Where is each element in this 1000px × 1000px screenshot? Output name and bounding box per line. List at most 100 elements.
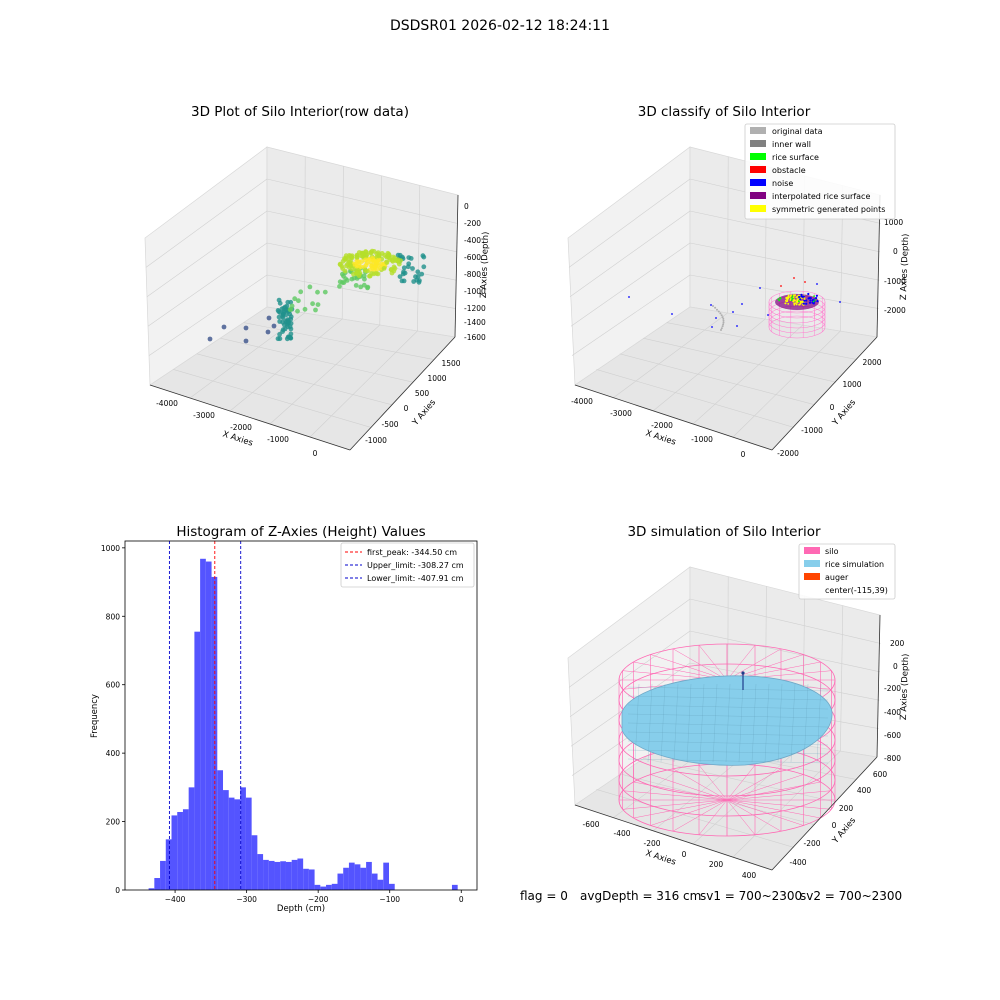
raw-data-title: 3D Plot of Silo Interior(row data) (191, 104, 409, 120)
simulation-z-tick: -400 (884, 708, 901, 717)
original-data-point (719, 312, 722, 315)
raw-data-pane-back (266, 146, 459, 338)
histogram-bar (383, 862, 389, 890)
noise-point (816, 300, 819, 303)
classify-3d-plot: 3D classify of Silo Interior -4000 -3000… (567, 104, 911, 459)
sv2-status: sv2 = 700~2300 (800, 889, 903, 903)
noise-point (803, 299, 806, 302)
classify-x-label: X Axies (644, 428, 677, 447)
simulation-legend: silo rice simulation auger center(-115,39) (798, 543, 896, 600)
symmetric-point (794, 294, 797, 296)
symmetric-point (793, 302, 796, 305)
raw-data-3d-plot: 3D Plot of Silo Interior(row data) -400 0… (144, 104, 491, 458)
raw-data-point (284, 307, 289, 313)
raw-data-point (243, 325, 249, 331)
simulation-title: 3D simulation of Silo Interior (627, 524, 821, 540)
raw-data-x-tick: 0 (313, 449, 318, 458)
simulation-y-tick: -200 (803, 839, 820, 848)
rice-surface-point (798, 300, 800, 303)
histogram-plot-frame (124, 540, 478, 891)
simulation-x-tick: 0 (682, 850, 687, 859)
silo-floor-spoke (633, 799, 728, 819)
rice-mesh-line (673, 683, 679, 763)
silo-floor-spoke (726, 799, 821, 819)
histogram-bar (297, 858, 304, 890)
simulation-z-tick: 0 (893, 662, 898, 671)
symmetric-point (794, 302, 797, 305)
silo-floor-spoke (672, 799, 728, 832)
histogram-bar (303, 868, 309, 890)
histogram-bar (165, 839, 172, 890)
raw-data-y-tick: 0 (404, 404, 409, 413)
simulation-3d-plot: 3D simulation of Silo Interior -600 -400… (567, 524, 911, 880)
simulation-x-tick: -200 (643, 839, 660, 848)
raw-data-point (277, 332, 282, 337)
classify-legend-label: interpolated rice surface (772, 192, 870, 201)
raw-data-x-tick: -2000 (230, 423, 252, 432)
raw-data-point (401, 278, 407, 284)
classify-legend-label: inner wall (772, 140, 811, 149)
histogram-bar (234, 799, 241, 890)
silo-floor-spoke (650, 774, 728, 801)
raw-data-point (354, 263, 360, 269)
silo-roof-spoke (726, 648, 782, 681)
classify-y-tick: 0 (830, 403, 835, 412)
classify-legend-swatch (750, 153, 766, 160)
histogram-bar (228, 797, 235, 890)
obstacle-point (804, 281, 806, 283)
noise-point (736, 325, 738, 327)
raw-data-z-tick: -400 (464, 236, 481, 245)
histogram-bar (366, 861, 372, 890)
raw-data-point (363, 252, 369, 257)
classify-z-axis: 1000 0 -1000 -2000 Z Axies (Depth) (876, 194, 911, 338)
raw-data-point (276, 297, 282, 303)
raw-data-point (359, 250, 365, 256)
histogram-bar (377, 879, 384, 890)
histogram-bar (389, 883, 395, 890)
silo-roof-spoke (650, 654, 728, 681)
symmetric-point (799, 300, 802, 303)
raw-data-point (384, 260, 390, 265)
raw-data-point (386, 255, 392, 261)
raw-data-point (266, 315, 272, 321)
raw-data-point (378, 265, 383, 271)
original-data-point (721, 325, 724, 328)
classify-y-tick: -1000 (801, 426, 823, 435)
classify-gridlines (568, 156, 881, 438)
raw-data-point (221, 324, 227, 330)
noise-point (671, 313, 673, 315)
simulation-y-tick: 0 (832, 821, 837, 830)
simulation-legend-swatch (804, 560, 820, 567)
raw-data-point (381, 266, 387, 271)
classify-points (628, 277, 841, 339)
raw-data-point (337, 262, 343, 267)
raw-data-point (288, 314, 294, 320)
raw-data-point (337, 284, 342, 289)
original-data-point (717, 310, 720, 313)
raw-data-point (286, 318, 291, 323)
raw-data-point (313, 307, 318, 313)
raw-data-point (369, 271, 374, 276)
histogram-bar (314, 884, 321, 890)
histogram-bar (171, 815, 178, 890)
raw-data-point (411, 279, 417, 284)
histogram-bar (223, 790, 229, 890)
noise-point (741, 303, 743, 305)
histogram-bar (348, 862, 355, 890)
classify-legend: original data inner wall rice surface obsta… (744, 123, 896, 220)
rice-mesh-line (647, 683, 653, 763)
raw-data-x-tick: -3000 (193, 411, 215, 420)
raw-data-y-tick: 1000 (427, 374, 446, 383)
raw-data-point (284, 303, 290, 309)
raw-data-point (295, 308, 300, 314)
symmetric-point (796, 301, 799, 304)
raw-data-point (207, 336, 213, 342)
raw-data-point (391, 268, 397, 274)
raw-data-point (373, 261, 379, 267)
raw-data-z-tick: -1200 (464, 304, 486, 313)
simulation-legend-swatch (804, 547, 820, 554)
simulation-gridlines (568, 576, 881, 858)
rice-surface-point (778, 299, 781, 302)
classify-y-tick: 2000 (862, 358, 881, 367)
simulation-z-axis: 200 0 -200 -400 -600 -800 Z Axies (Depth… (876, 614, 911, 763)
